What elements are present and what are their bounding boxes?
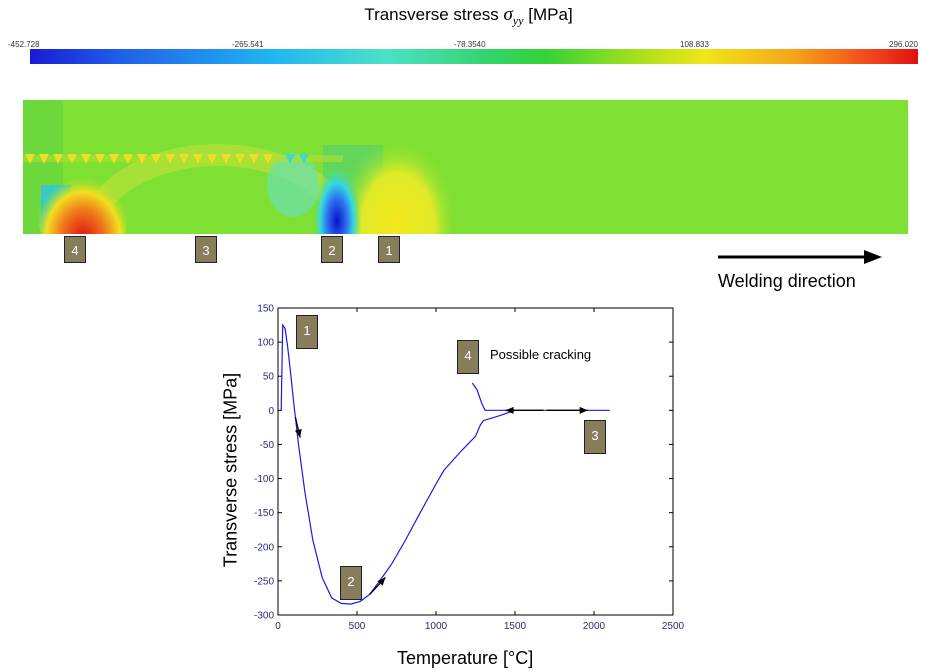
chart-marker-1-box: 1 (296, 315, 318, 349)
data-series (280, 323, 610, 605)
arrow-head-2 (377, 577, 386, 586)
x-axis-label: Temperature [°C] (397, 648, 534, 668)
x-tick-label: 0 (275, 621, 281, 632)
series-line-1 (280, 323, 610, 605)
y-tick-label: -150 (254, 508, 274, 519)
y-tick-label: -100 (254, 474, 274, 485)
annotation-text: Possible cracking (490, 347, 592, 362)
y-tick-label: -200 (254, 542, 274, 553)
marker-4-box: 4 (64, 236, 86, 263)
axis-ticks: 0 500 1000 1500 2000 2500150100500-50-100-150… (254, 304, 685, 633)
arrow-head-3 (505, 406, 514, 414)
stress-contour-plot (23, 100, 908, 234)
marker-1-box: 1 (378, 236, 400, 263)
welding-direction-arrow-icon (718, 250, 882, 264)
curve-arrows (294, 406, 588, 595)
series-line-2 (471, 382, 515, 411)
chart-marker-2-box: 2 (340, 566, 362, 600)
y-axis-label: Transverse stress [MPa] (220, 372, 241, 568)
marker-3-box: 3 (195, 236, 217, 263)
x-tick-label: 500 (349, 621, 366, 632)
marker-2-box: 2 (321, 236, 343, 263)
sigma-subscript: yy (512, 13, 524, 28)
stress-temperature-chart: 0 500 1000 1500 2000 2500150100500-50-100-150… (254, 304, 685, 633)
colorbar (30, 49, 918, 64)
y-tick-label: 150 (257, 304, 274, 315)
colorbar-tick-5: 296.020 (889, 40, 918, 49)
arrow-head-1 (294, 429, 302, 438)
sigma-symbol: σ (503, 4, 513, 25)
y-tick-label: -300 (254, 611, 274, 622)
colorbar-tick-3: -78.3540 (454, 40, 486, 49)
chart-marker-3-box: 3 (584, 420, 606, 454)
plot-frame (277, 307, 674, 616)
x-tick-label: 1000 (425, 621, 448, 632)
plot-area-border (277, 307, 674, 616)
colorbar-title-unit: [MPa] (528, 5, 573, 24)
colorbar-title-text: Transverse stress (364, 5, 499, 24)
annotation-number-box: 4 (457, 340, 479, 374)
colorbar-tick-2: -265.541 (232, 40, 264, 49)
y-tick-label: 50 (263, 372, 275, 383)
y-tick-label: 0 (268, 406, 274, 417)
colorbar-tick-4: 108.833 (680, 40, 709, 49)
welding-direction-label: Welding direction (718, 271, 856, 291)
y-tick-label: -50 (260, 440, 275, 451)
colorbar-title: Transverse stress σyy [MPa] (0, 4, 937, 28)
x-tick-label: 1500 (504, 621, 527, 632)
y-tick-label: -250 (254, 576, 274, 587)
arrow-head-4 (579, 406, 588, 414)
colorbar-tick-1: -452.728 (8, 40, 40, 49)
y-tick-label: 100 (257, 338, 274, 349)
x-tick-label: 2000 (583, 621, 606, 632)
x-tick-label: 2500 (662, 621, 685, 632)
